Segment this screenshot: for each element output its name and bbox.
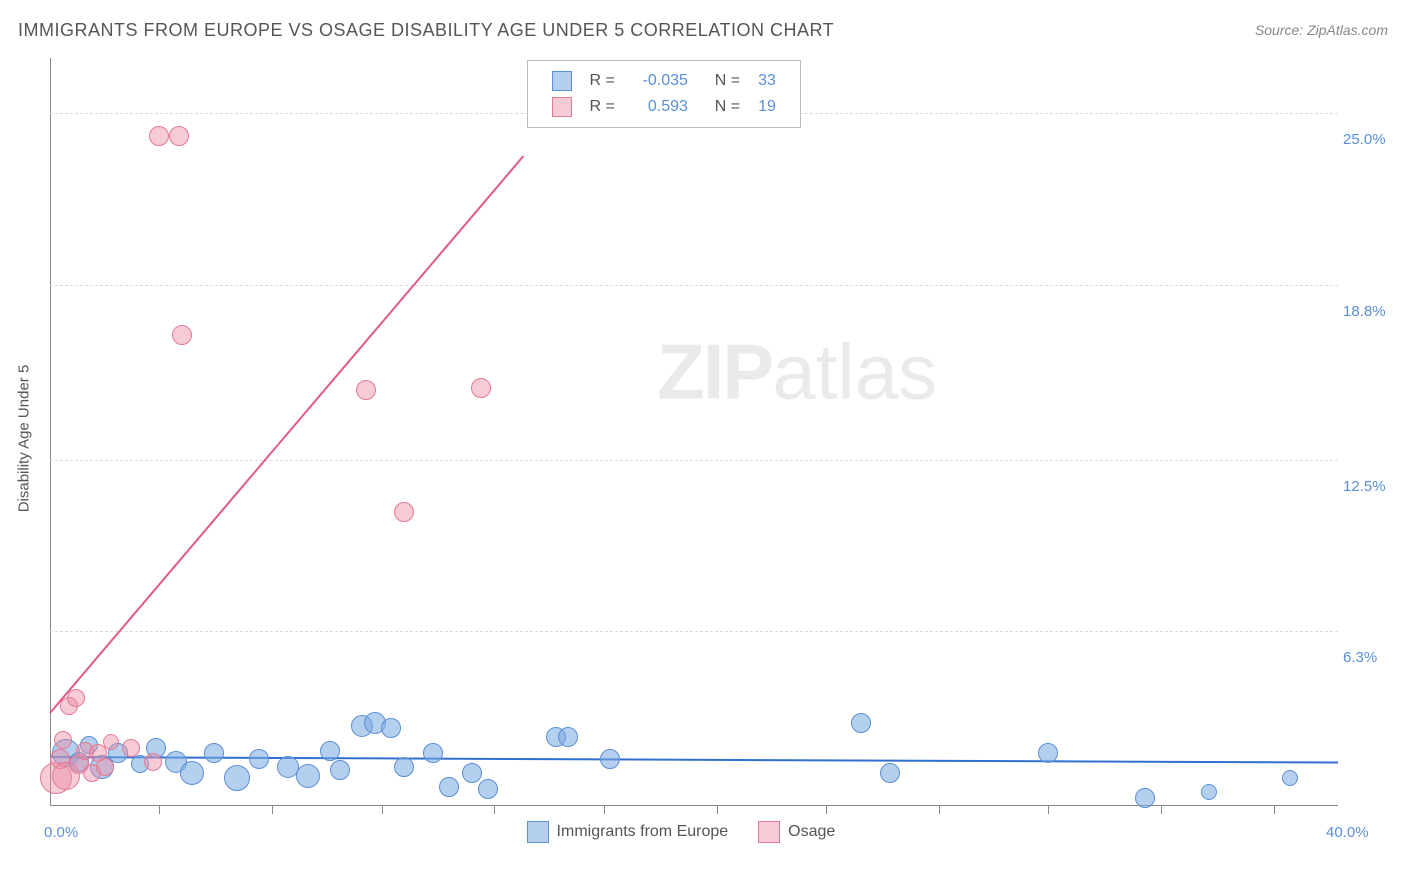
y-tick-label: 25.0% (1343, 131, 1398, 148)
source-attribution: Source: ZipAtlas.com (1255, 22, 1388, 38)
gridline (50, 460, 1338, 461)
data-point (204, 743, 224, 763)
stats-legend: R =-0.035 N =33R =0.593 N =19 (527, 60, 801, 128)
x-tick-mark (939, 806, 940, 814)
y-tick-label: 18.8% (1343, 303, 1398, 320)
data-point (96, 758, 114, 776)
x-tick-mark (272, 806, 273, 814)
data-point (149, 126, 169, 146)
data-point (381, 718, 401, 738)
data-point (851, 713, 871, 733)
scatter-plot: ZIPatlas 25.0%18.8%12.5%6.3% (50, 58, 1338, 806)
data-point (600, 749, 620, 769)
data-point (880, 763, 900, 783)
series-legend: Immigrants from Europe Osage (527, 821, 836, 843)
data-point (103, 734, 119, 750)
x-tick-mark (1161, 806, 1162, 814)
trend-line (50, 756, 1338, 764)
data-point (249, 749, 269, 769)
data-point (558, 727, 578, 747)
series-legend-item: Osage (758, 821, 835, 843)
chart-title: IMMIGRANTS FROM EUROPE VS OSAGE DISABILI… (18, 20, 834, 40)
header: IMMIGRANTS FROM EUROPE VS OSAGE DISABILI… (18, 20, 1388, 50)
data-point (394, 757, 414, 777)
x-axis-max-label: 40.0% (1326, 824, 1369, 841)
data-point (1282, 770, 1298, 786)
data-point (330, 760, 350, 780)
data-point (144, 753, 162, 771)
x-tick-mark (382, 806, 383, 814)
data-point (172, 325, 192, 345)
gridline (50, 631, 1338, 632)
data-point (54, 731, 72, 749)
data-point (439, 777, 459, 797)
data-point (1038, 743, 1058, 763)
data-point (423, 743, 443, 763)
x-tick-mark (1048, 806, 1049, 814)
x-tick-mark (826, 806, 827, 814)
data-point (394, 502, 414, 522)
series-legend-item: Immigrants from Europe (527, 821, 729, 843)
x-axis-min-label: 0.0% (44, 824, 78, 841)
data-point (471, 378, 491, 398)
x-tick-mark (717, 806, 718, 814)
x-tick-mark (494, 806, 495, 814)
x-tick-mark (604, 806, 605, 814)
data-point (180, 761, 204, 785)
data-point (462, 763, 482, 783)
data-point (224, 765, 250, 791)
y-axis-line (50, 58, 51, 806)
data-point (1135, 788, 1155, 808)
x-tick-mark (159, 806, 160, 814)
data-point (356, 380, 376, 400)
y-tick-label: 12.5% (1343, 478, 1398, 495)
y-tick-label: 6.3% (1343, 649, 1398, 666)
data-point (67, 689, 85, 707)
data-point (122, 739, 140, 757)
gridline (50, 285, 1338, 286)
trend-line (49, 155, 524, 713)
stats-legend-row: R =0.593 N =19 (544, 95, 784, 119)
stats-legend-table: R =-0.035 N =33R =0.593 N =19 (542, 67, 786, 121)
data-point (296, 764, 320, 788)
watermark: ZIPatlas (657, 327, 937, 418)
data-point (169, 126, 189, 146)
data-point (478, 779, 498, 799)
x-tick-mark (1274, 806, 1275, 814)
stats-legend-row: R =-0.035 N =33 (544, 69, 784, 93)
y-axis-label: Disability Age Under 5 (15, 365, 32, 513)
data-point (320, 741, 340, 761)
data-point (1201, 784, 1217, 800)
